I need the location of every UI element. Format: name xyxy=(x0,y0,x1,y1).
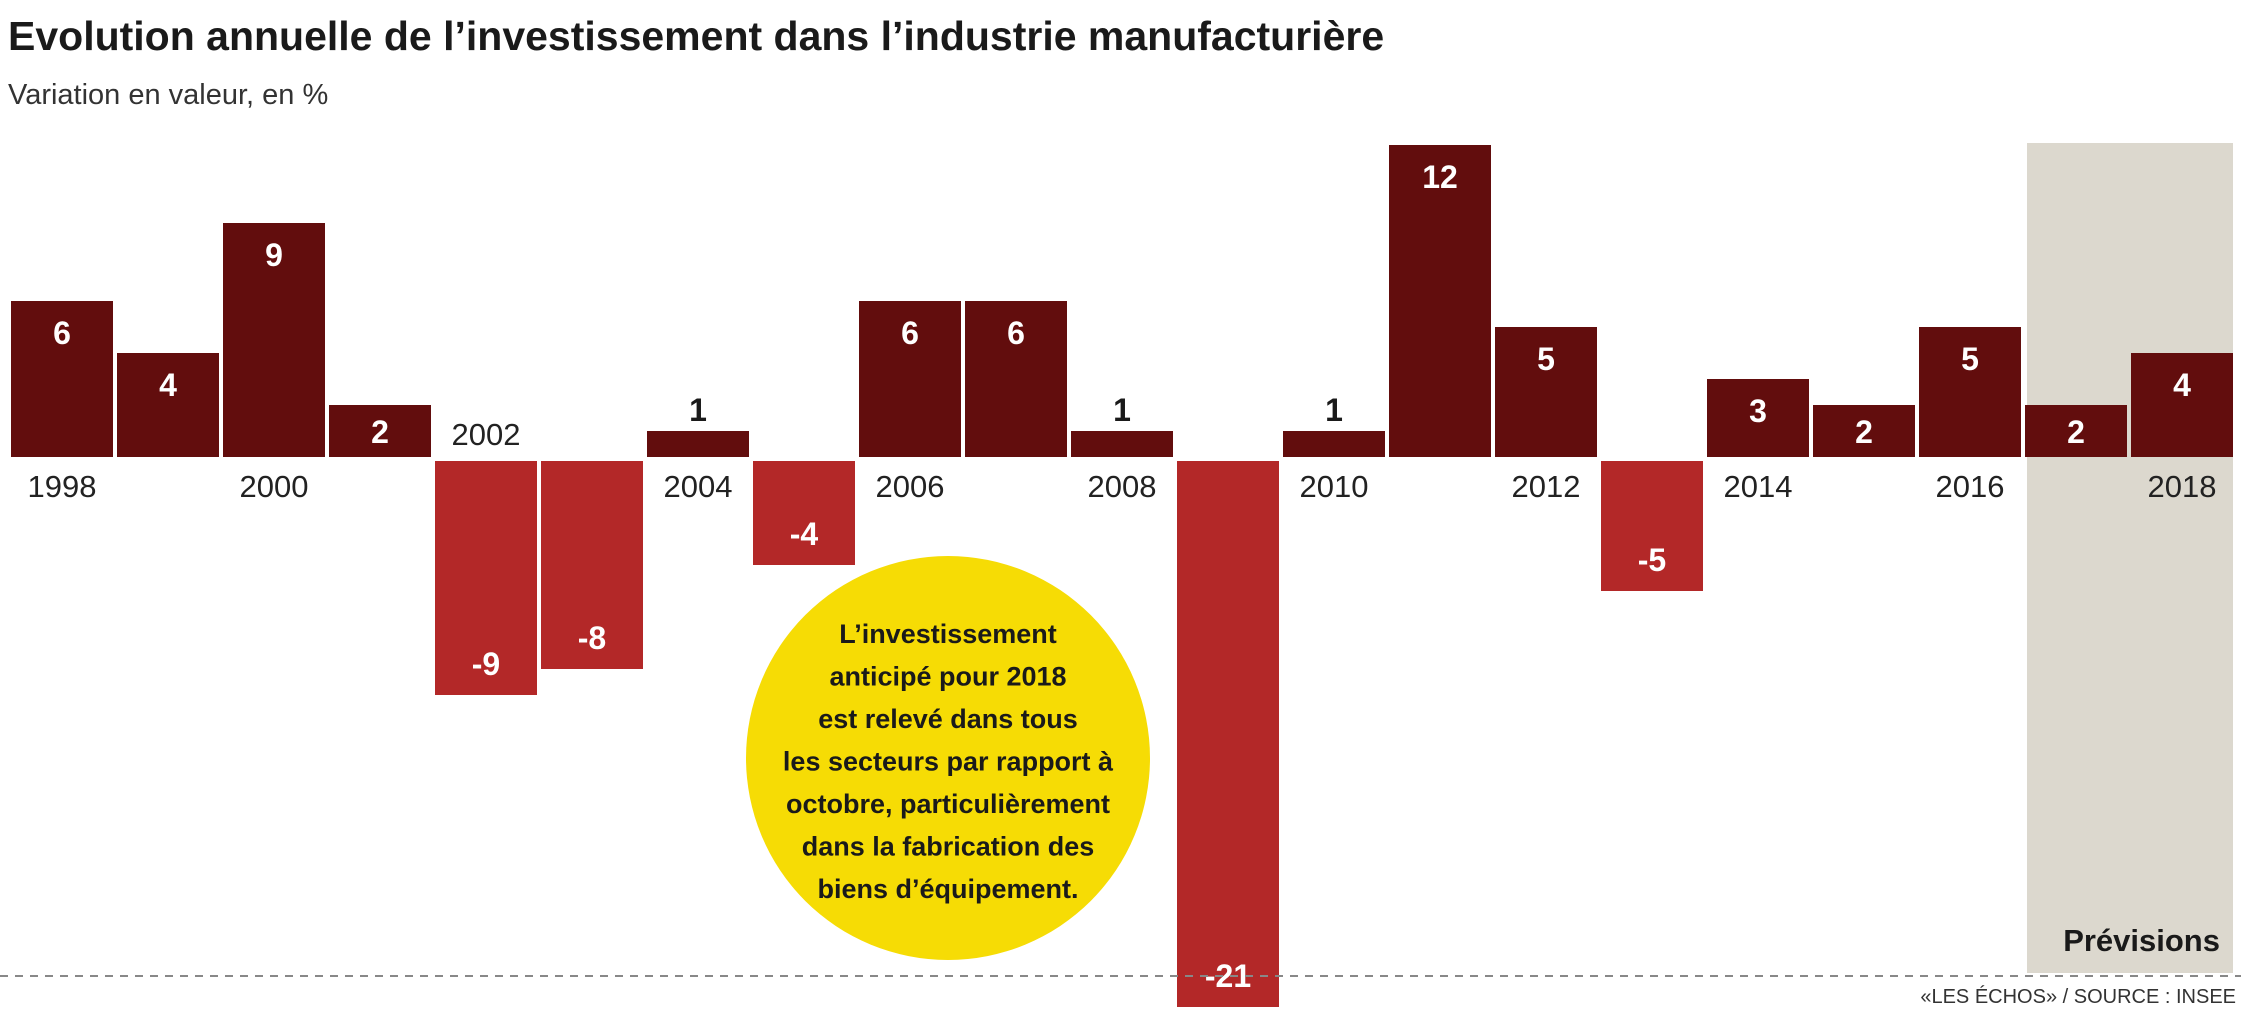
bar-1998 xyxy=(11,301,113,457)
value-label-2015: 2 xyxy=(1855,414,1873,450)
value-label-2014: 3 xyxy=(1749,393,1767,429)
value-label-2017: 2 xyxy=(2067,414,2085,450)
value-label-2012: 5 xyxy=(1537,341,1555,377)
bar-2014 xyxy=(1707,379,1809,457)
source-credit: «LES ÉCHOS» / SOURCE : INSEE xyxy=(1920,985,2236,1008)
bar-2015 xyxy=(1813,405,1915,457)
bar-2012 xyxy=(1495,327,1597,457)
bar-2008 xyxy=(1071,431,1173,457)
bar-2016 xyxy=(1919,327,2021,457)
x-tick-label-2016: 2016 xyxy=(1936,469,2005,504)
value-label-2002: -9 xyxy=(472,646,500,682)
forecast-label: Prévisions xyxy=(2063,923,2220,958)
value-label-2003: -8 xyxy=(578,620,606,656)
annotation-line: L’investissement xyxy=(839,619,1057,649)
annotation-line: est relevé dans tous xyxy=(818,704,1078,734)
value-label-2000: 9 xyxy=(265,237,283,273)
x-tick-label-2008: 2008 xyxy=(1088,469,1157,504)
bar-2007 xyxy=(965,301,1067,457)
annotation-line: octobre, particulièrement xyxy=(786,789,1110,819)
value-label-2006: 6 xyxy=(901,315,919,351)
bar-2000 xyxy=(223,223,325,457)
value-label-2005: -4 xyxy=(790,516,819,552)
x-tick-label-2006: 2006 xyxy=(876,469,945,504)
value-label-2011: 12 xyxy=(1422,159,1458,195)
annotation-bubble xyxy=(746,556,1150,960)
annotation-line: les secteurs par rapport à xyxy=(783,747,1114,777)
value-label-1999: 4 xyxy=(159,367,177,403)
value-label-2010: 1 xyxy=(1325,392,1343,428)
annotation-line: biens d’équipement. xyxy=(817,874,1078,904)
x-tick-label-1998: 1998 xyxy=(28,469,97,504)
value-label-2004: 1 xyxy=(689,392,707,428)
value-label-2013: -5 xyxy=(1638,542,1666,578)
bar-1999 xyxy=(117,353,219,457)
value-label-2016: 5 xyxy=(1961,341,1979,377)
bar-2011 xyxy=(1389,145,1491,457)
bar-2017 xyxy=(2025,405,2127,457)
bar-2001 xyxy=(329,405,431,457)
x-tick-label-2018: 2018 xyxy=(2148,469,2217,504)
x-tick-label-2004: 2004 xyxy=(664,469,733,504)
annotation-line: anticipé pour 2018 xyxy=(829,662,1066,692)
x-tick-label-2012: 2012 xyxy=(1512,469,1581,504)
value-label-2001: 2 xyxy=(371,414,389,450)
value-label-2018: 4 xyxy=(2173,367,2191,403)
bar-2002 xyxy=(435,461,537,695)
x-tick-label-2014: 2014 xyxy=(1724,469,1793,504)
annotation-line: dans la fabrication des xyxy=(802,832,1095,862)
x-tick-label-2000: 2000 xyxy=(240,469,309,504)
forecast-shading xyxy=(2027,143,2233,973)
bar-2005 xyxy=(753,461,855,565)
bar-2009 xyxy=(1177,461,1279,1007)
value-label-2007: 6 xyxy=(1007,315,1025,351)
chart-subtitle: Variation en valeur, en % xyxy=(8,79,328,111)
value-label-2008: 1 xyxy=(1113,392,1131,428)
value-label-1998: 6 xyxy=(53,315,71,351)
bar-2006 xyxy=(859,301,961,457)
x-tick-label-2010: 2010 xyxy=(1300,469,1369,504)
bar-2010 xyxy=(1283,431,1385,457)
value-label-2009: -21 xyxy=(1205,958,1251,994)
bar-2013 xyxy=(1601,461,1703,591)
x-tick-label-2002: 2002 xyxy=(452,417,521,452)
chart-title: Evolution annuelle de l’investissement d… xyxy=(8,13,1384,59)
bar-2003 xyxy=(541,461,643,669)
bar-2018 xyxy=(2131,353,2233,457)
bar-2004 xyxy=(647,431,749,457)
